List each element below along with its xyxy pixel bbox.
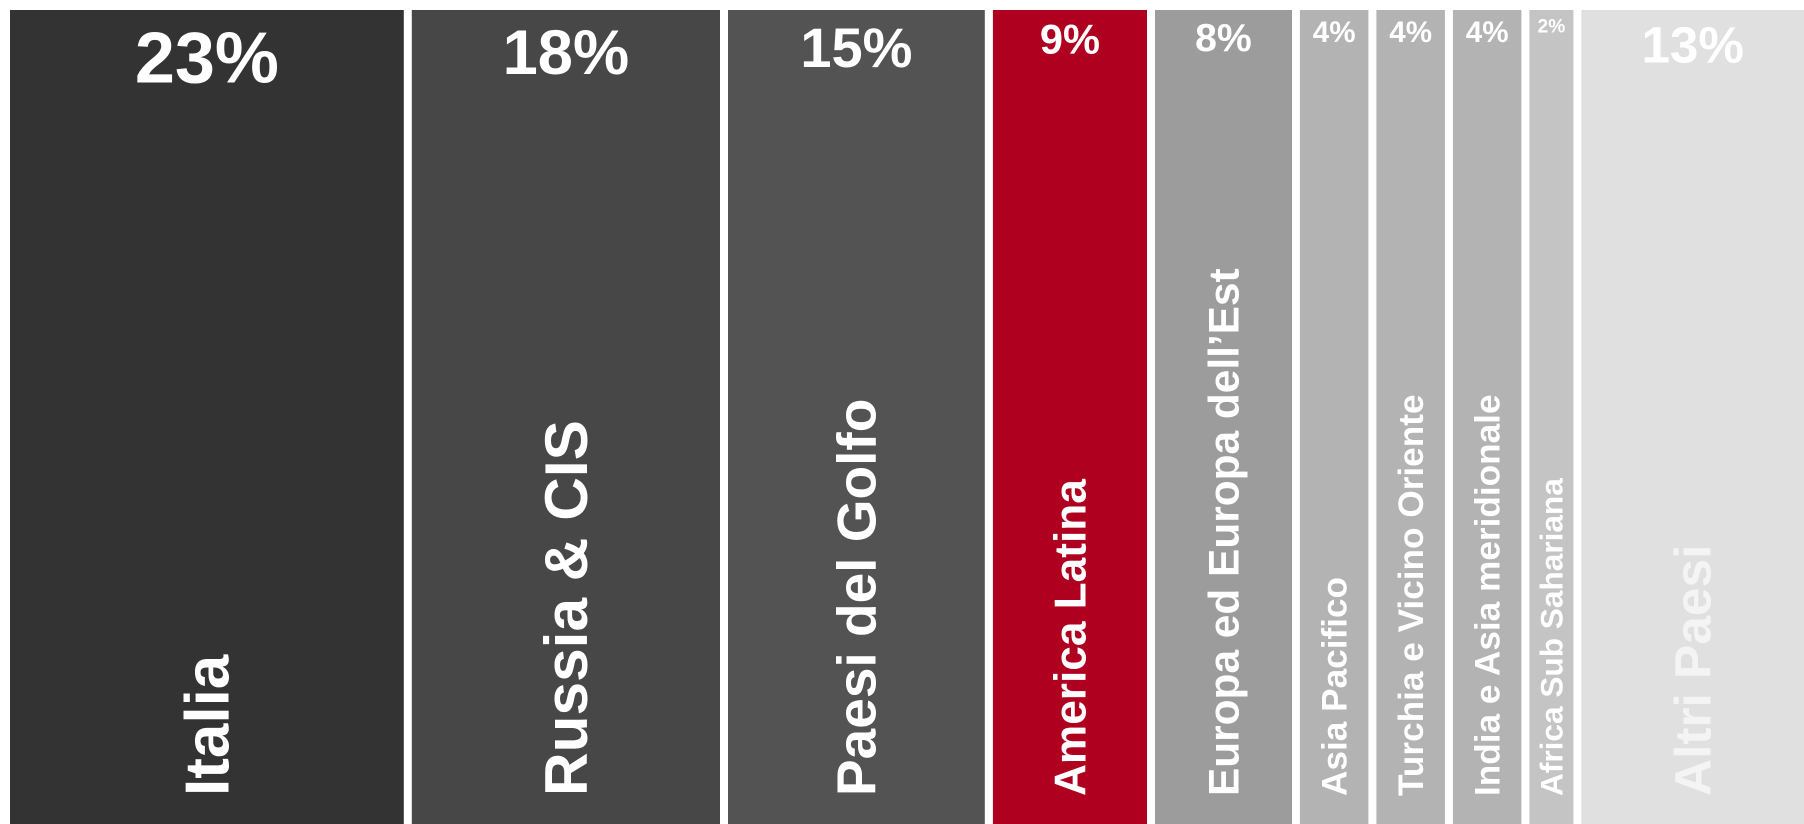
bar-russia-cis <box>411 10 720 824</box>
category-label-europa-ed-europa-dell-est: Europa ed Europa dell’Est <box>1200 268 1247 796</box>
category-label-russia-cis: Russia & CIS <box>532 420 600 796</box>
bar-europa-ed-europa-dell-est <box>1155 10 1292 824</box>
category-label-italia: Italia <box>174 654 243 796</box>
bar-group-india-e-asia-meridionale: 4% India e Asia meridionale <box>1452 10 1522 824</box>
category-label-africa-sub-sahariana: Africa Sub Sahariana <box>1534 478 1570 796</box>
bar-turchia-e-vicino-oriente <box>1376 10 1445 824</box>
value-label-russia-cis: 18% <box>503 18 629 88</box>
bar-altri-paesi <box>1581 10 1804 824</box>
value-label-india-e-asia-meridionale: 4% <box>1466 16 1509 49</box>
value-label-asia-pacifico: 4% <box>1313 16 1356 49</box>
bar-paesi-del-golfo <box>728 10 985 824</box>
category-label-america-latina: America Latina <box>1046 479 1095 796</box>
value-label-paesi-del-golfo: 15% <box>800 16 912 79</box>
bar-india-e-asia-meridionale <box>1452 10 1522 824</box>
bar-group-europa-ed-europa-dell-est: 8% Europa ed Europa dell’Est <box>1155 10 1292 824</box>
bar-group-asia-pacifico: 4% Asia Pacifico <box>1299 10 1369 824</box>
value-label-america-latina: 9% <box>1040 16 1100 63</box>
bar-group-altri-paesi: 13% Altri Paesi <box>1581 10 1804 824</box>
bar-group-africa-sub-sahariana: 2% Africa Sub Sahariana <box>1529 10 1574 824</box>
bar-asia-pacifico <box>1299 10 1369 824</box>
value-label-altri-paesi: 13% <box>1641 17 1743 74</box>
bar-group-italia: 23% Italia <box>10 10 404 824</box>
category-label-paesi-del-golfo: Paesi del Golfo <box>826 399 888 796</box>
category-label-altri-paesi: Altri Paesi <box>1664 545 1722 796</box>
category-label-asia-pacifico: Asia Pacifico <box>1316 577 1355 796</box>
value-label-italia: 23% <box>135 18 279 98</box>
category-label-turchia-e-vicino-oriente: Turchia e Vicino Oriente <box>1392 394 1431 796</box>
bar-italia <box>10 10 404 824</box>
bar-america-latina <box>992 10 1147 824</box>
bar-group-america-latina: 9% America Latina <box>992 10 1147 824</box>
bar-group-paesi-del-golfo: 15% Paesi del Golfo <box>728 10 985 824</box>
value-label-turchia-e-vicino-oriente: 4% <box>1389 16 1432 49</box>
bar-africa-sub-sahariana <box>1529 10 1574 824</box>
bar-group-turchia-e-vicino-oriente: 4% Turchia e Vicino Oriente <box>1376 10 1445 824</box>
category-label-india-e-asia-meridionale: India e Asia meridionale <box>1469 394 1508 796</box>
value-label-europa-ed-europa-dell-est: 8% <box>1195 17 1252 60</box>
bar-group-russia-cis: 18% Russia & CIS <box>411 10 720 824</box>
value-label-africa-sub-sahariana: 2% <box>1538 16 1566 37</box>
